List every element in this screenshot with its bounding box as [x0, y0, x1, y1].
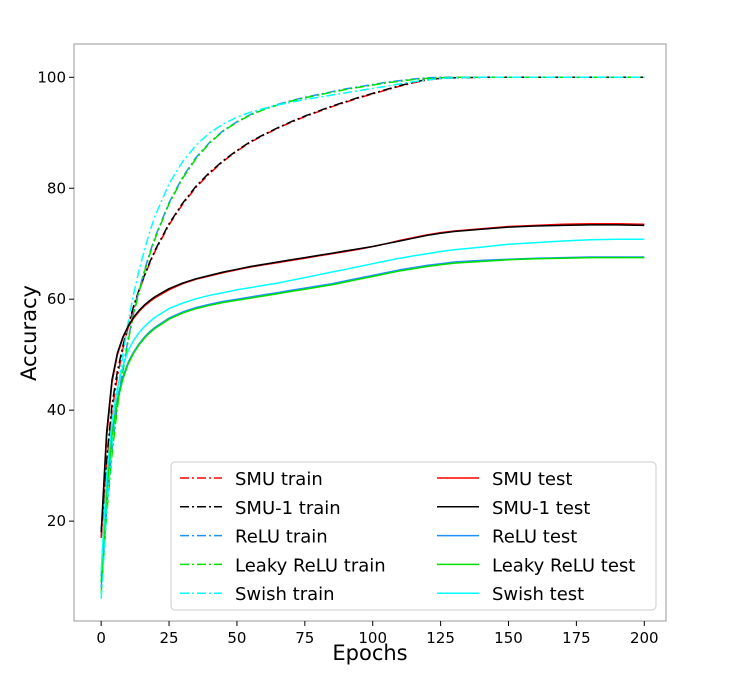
x-tick-label-50: 50 [227, 629, 246, 647]
x-axis-label: Epochs [332, 641, 407, 665]
x-tick-label-25: 25 [159, 629, 178, 647]
legend-label-6: SMU-1 test [492, 498, 590, 519]
legend-label-0: SMU train [235, 469, 323, 490]
legend-label-7: ReLU test [492, 527, 577, 548]
legend-label-5: SMU test [492, 469, 572, 490]
y-tick-label-20: 20 [47, 512, 66, 530]
plot-frame [73, 43, 667, 622]
x-tick-label-100: 100 [358, 629, 387, 647]
series-line-smu-1-test [100, 224, 645, 533]
x-axis-ticks: 0 25 50 75 100 125 150 175 200 [96, 621, 659, 647]
series-line-swish-train [100, 76, 645, 599]
legend-label-4: Swish train [235, 584, 335, 605]
y-axis-label: Accuracy [17, 285, 41, 381]
x-tick-label-175: 175 [562, 629, 591, 647]
legend-box [170, 461, 657, 611]
legend: SMU train SMU-1 train ReLU train Leaky ReLU… [170, 461, 657, 611]
x-tick-label-150: 150 [494, 629, 523, 647]
series-line-leaky-relu-test [100, 256, 645, 583]
legend-label-1: SMU-1 train [235, 498, 341, 519]
series-lines [100, 76, 645, 599]
y-tick-label-40: 40 [47, 401, 66, 419]
legend-label-8: Leaky ReLU test [492, 555, 635, 576]
legend-label-9: Swish test [492, 584, 584, 605]
legend-label-2: ReLU train [235, 527, 328, 548]
x-tick-label-0: 0 [96, 629, 106, 647]
legend-label-3: Leaky ReLU train [235, 555, 386, 576]
x-tick-label-125: 125 [426, 629, 455, 647]
y-axis-ticks: 20 40 60 80 100 [37, 68, 74, 530]
y-tick-label-100: 100 [37, 68, 66, 86]
x-tick-label-200: 200 [630, 629, 659, 647]
x-tick-label-75: 75 [295, 629, 314, 647]
series-line-swish-test [100, 238, 645, 572]
y-tick-label-80: 80 [47, 179, 66, 197]
y-tick-label-60: 60 [47, 290, 66, 308]
